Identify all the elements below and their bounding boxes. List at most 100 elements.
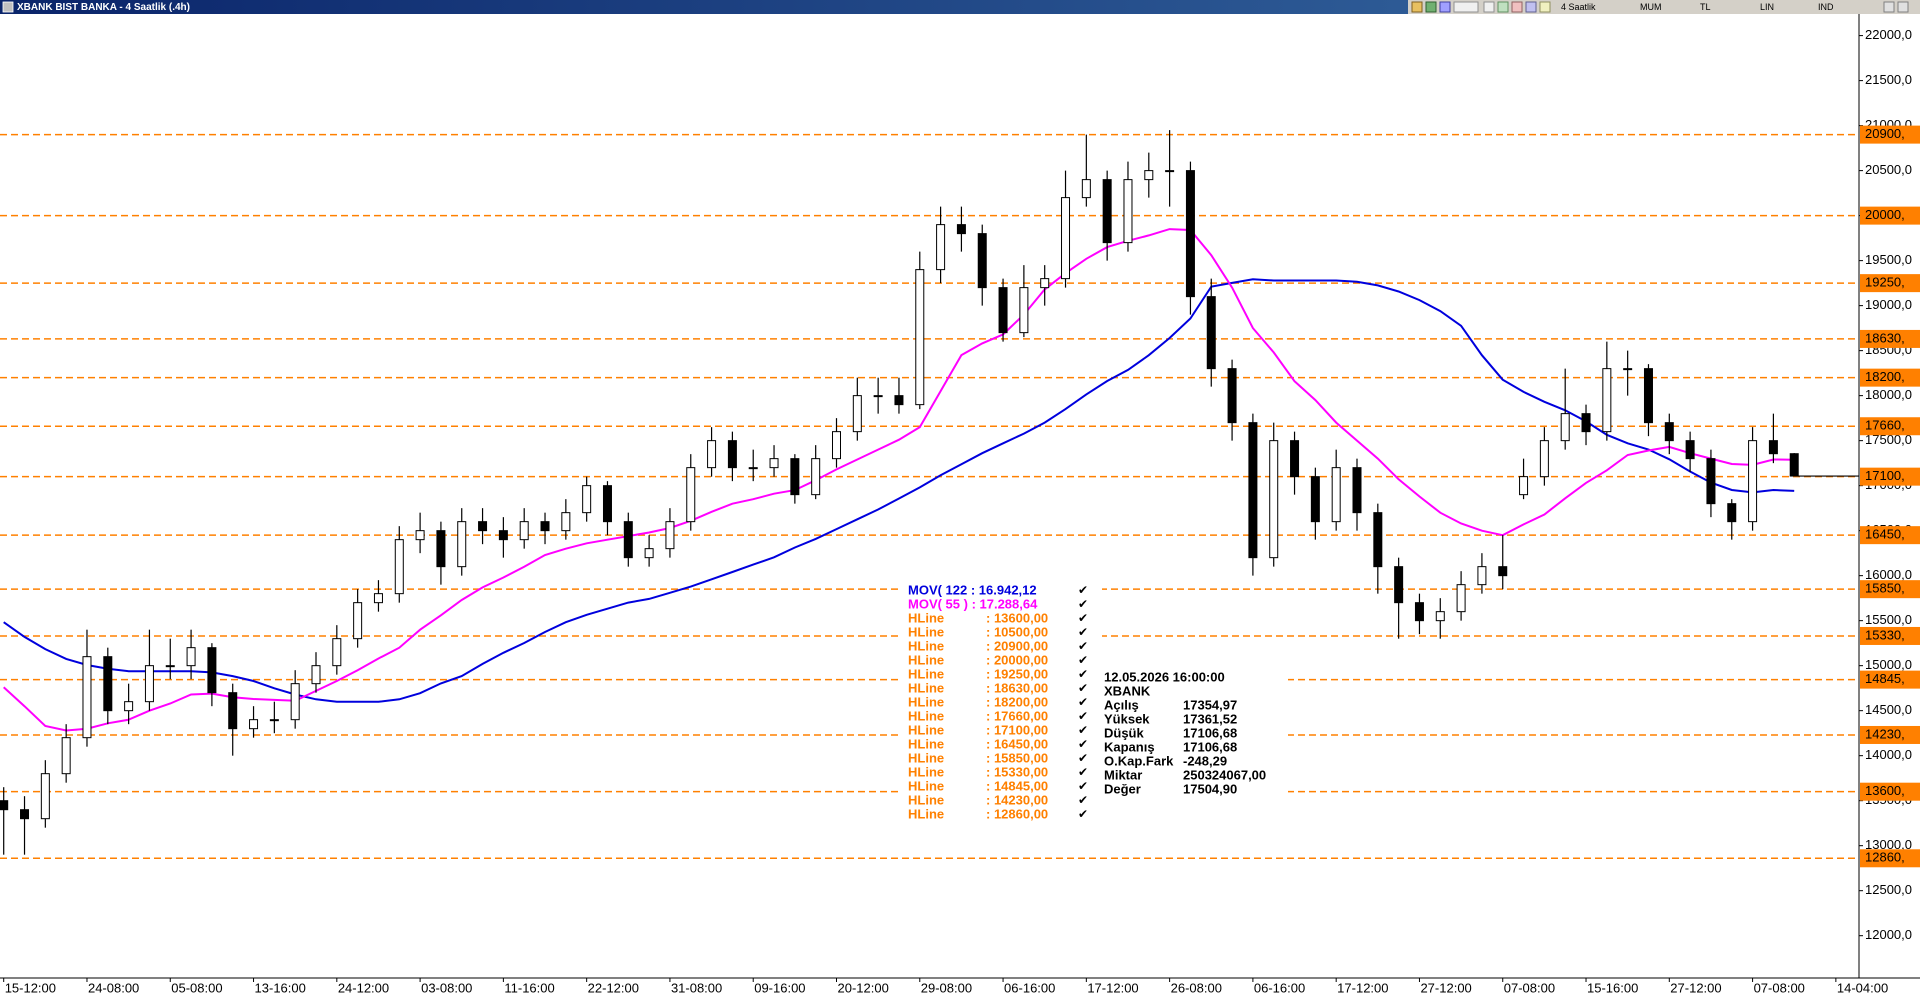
- info-value: 250324067,00: [1183, 767, 1266, 782]
- candle-body: [1352, 467, 1362, 514]
- legend-check[interactable]: ✔: [1078, 723, 1088, 737]
- legend-entry[interactable]: MOV( 55 ) : 17.288,64: [908, 596, 1038, 611]
- legend-entry[interactable]: MOV( 122 : 16.942,12: [908, 582, 1037, 597]
- toolbar-button[interactable]: IND: [1818, 2, 1834, 12]
- hline-value-label: 17100,: [1865, 468, 1905, 483]
- legend-check[interactable]: ✔: [1078, 779, 1088, 793]
- candle-body: [1685, 440, 1695, 460]
- x-tick-label: 03-08:00: [421, 980, 472, 995]
- candle-body: [1706, 458, 1716, 505]
- x-tick-label: 27-12:00: [1420, 980, 1471, 995]
- candle-body: [1768, 440, 1778, 455]
- candle-body: [623, 521, 633, 559]
- legend-entry[interactable]: HLine: [908, 610, 944, 625]
- legend-entry[interactable]: HLine: [908, 792, 944, 807]
- x-tick-label: 27-12:00: [1670, 980, 1721, 995]
- x-tick-label: 31-08:00: [671, 980, 722, 995]
- legend-value: : 15850,00: [986, 750, 1048, 765]
- y-tick-label: 12500,0: [1865, 882, 1912, 897]
- candle-body: [727, 440, 737, 469]
- legend-entry[interactable]: HLine: [908, 806, 944, 821]
- toolbar-button[interactable]: MUM: [1640, 2, 1662, 12]
- legend-entry[interactable]: HLine: [908, 638, 944, 653]
- info-label: Yüksek: [1104, 711, 1150, 726]
- legend-value: : 13600,00: [986, 610, 1048, 625]
- x-tick-label: 06-16:00: [1004, 980, 1055, 995]
- y-tick-label: 17500,0: [1865, 432, 1912, 447]
- candle-body: [1727, 503, 1737, 523]
- y-tick-label: 22000,0: [1865, 27, 1912, 42]
- candle-body: [561, 512, 571, 532]
- legend-value: : 15330,00: [986, 764, 1048, 779]
- x-tick-label: 07-08:00: [1754, 980, 1805, 995]
- legend-check[interactable]: ✔: [1078, 695, 1088, 709]
- legend-check[interactable]: ✔: [1078, 667, 1088, 681]
- legend-value: : 16450,00: [986, 736, 1048, 751]
- hline-value-label: 15850,: [1865, 581, 1905, 596]
- y-tick-label: 14000,0: [1865, 747, 1912, 762]
- legend-entry[interactable]: HLine: [908, 708, 944, 723]
- x-tick-label: 15-16:00: [1587, 980, 1638, 995]
- legend-entry[interactable]: HLine: [908, 736, 944, 751]
- legend-check[interactable]: ✔: [1078, 751, 1088, 765]
- toolbar-button[interactable]: TL: [1700, 2, 1711, 12]
- toolbar-button[interactable]: 4 Saatlik: [1561, 2, 1596, 12]
- legend-check[interactable]: ✔: [1078, 681, 1088, 695]
- legend-check[interactable]: ✔: [1078, 597, 1088, 611]
- info-datetime: 12.05.2026 16:00:00: [1104, 669, 1225, 684]
- candle-body: [1519, 476, 1529, 496]
- candle-body: [1269, 440, 1279, 559]
- hline-value-box: [1860, 274, 1920, 293]
- legend-check[interactable]: ✔: [1078, 807, 1088, 821]
- x-tick-label: 24-08:00: [88, 980, 139, 995]
- candle-body: [1040, 278, 1050, 289]
- legend-check[interactable]: ✔: [1078, 639, 1088, 653]
- y-tick-label: 20500,0: [1865, 162, 1912, 177]
- legend-check[interactable]: ✔: [1078, 625, 1088, 639]
- legend-entry[interactable]: HLine: [908, 778, 944, 793]
- x-tick-label: 22-12:00: [588, 980, 639, 995]
- hline-value-box: [1860, 417, 1920, 436]
- candle-body: [1748, 440, 1758, 523]
- candle-body: [186, 647, 196, 667]
- legend-check[interactable]: ✔: [1078, 793, 1088, 807]
- hline-value-box: [1860, 206, 1920, 225]
- legend-check[interactable]: ✔: [1078, 653, 1088, 667]
- x-tick-label: 13-16:00: [255, 980, 306, 995]
- hline-value-box: [1860, 526, 1920, 545]
- legend-check[interactable]: ✔: [1078, 765, 1088, 779]
- legend-check[interactable]: ✔: [1078, 583, 1088, 597]
- legend-entry[interactable]: HLine: [908, 624, 944, 639]
- info-background: [1102, 668, 1288, 804]
- hline-value-label: 18200,: [1865, 369, 1905, 384]
- legend-entry[interactable]: HLine: [908, 652, 944, 667]
- legend-value: : 12860,00: [986, 806, 1048, 821]
- legend-check[interactable]: ✔: [1078, 709, 1088, 723]
- legend-entry[interactable]: HLine: [908, 764, 944, 779]
- legend-entry[interactable]: HLine: [908, 666, 944, 681]
- legend-entry[interactable]: HLine: [908, 750, 944, 765]
- hline-value-label: 15330,: [1865, 627, 1905, 642]
- candle-body: [61, 737, 71, 775]
- y-tick-label: 19000,0: [1865, 297, 1912, 312]
- legend-entry[interactable]: HLine: [908, 694, 944, 709]
- candle-body: [998, 287, 1008, 334]
- legend-check[interactable]: ✔: [1078, 611, 1088, 625]
- candle-body: [1165, 170, 1175, 173]
- hline-value-box: [1860, 626, 1920, 645]
- hline-value-box: [1860, 368, 1920, 387]
- legend-entry[interactable]: HLine: [908, 680, 944, 695]
- legend-entry[interactable]: HLine: [908, 722, 944, 737]
- legend-value: : 10500,00: [986, 624, 1048, 639]
- candle-body: [1102, 179, 1112, 244]
- moving-average-line: [3, 278, 1795, 703]
- info-label: Açılış: [1104, 697, 1139, 712]
- candle-body: [873, 395, 883, 398]
- toolbar-button[interactable]: LIN: [1760, 2, 1774, 12]
- y-tick-label: 19500,0: [1865, 252, 1912, 267]
- candle-body: [332, 638, 342, 667]
- legend-check[interactable]: ✔: [1078, 737, 1088, 751]
- candle-body: [1331, 467, 1341, 523]
- info-value: -248,29: [1183, 753, 1227, 768]
